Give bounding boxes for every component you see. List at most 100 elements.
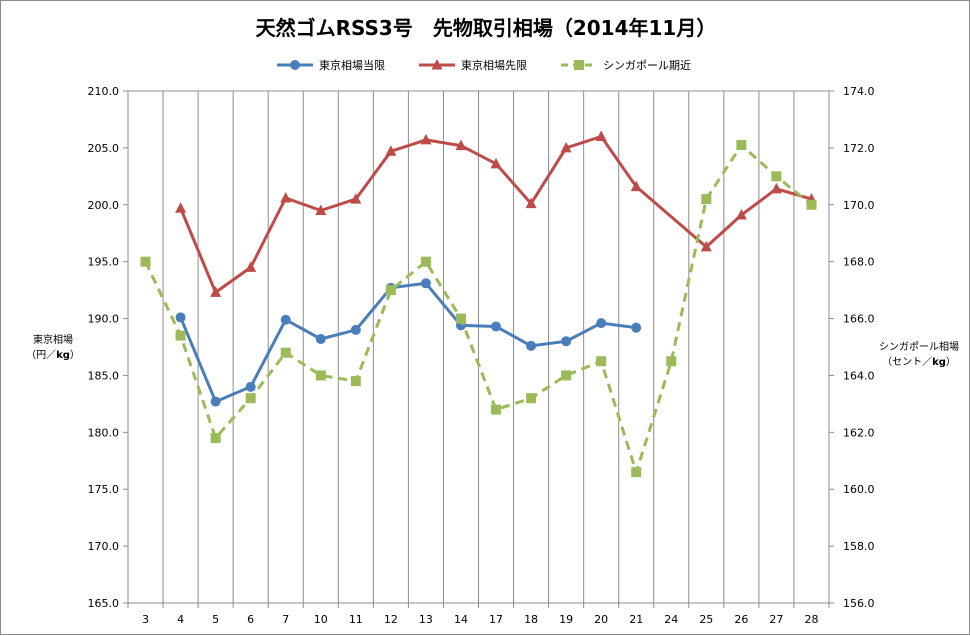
series-point-3 (420, 256, 431, 267)
series-line-2 (179, 135, 812, 294)
left-tick-label: 185.0 (88, 369, 120, 382)
left-axis-title-suffix: ） (70, 349, 80, 361)
left-axis-title-unit: kg (56, 350, 70, 361)
legend-swatch-marker (431, 59, 443, 70)
x-tick-label: 4 (177, 613, 184, 626)
series-point-1 (631, 322, 642, 333)
x-axis-ticks: 3 4 5 6 7 10 11 12 13 14 17 18 19 20 21 24 25 26 27 28 (127, 603, 830, 626)
right-axis-title-prefix: （セント／ (882, 356, 932, 368)
series-point-2 (525, 197, 537, 209)
series-point-3 (280, 347, 291, 358)
x-tick-label: 21 (629, 613, 643, 626)
x-tick-label: 25 (699, 613, 713, 626)
series-point-3 (701, 194, 712, 205)
series-point-1 (491, 321, 502, 332)
right-tick-label: 156.0 (843, 597, 875, 610)
x-tick-label: 11 (349, 613, 363, 626)
series-point-3 (596, 356, 607, 367)
left-tick-label: 190.0 (88, 313, 120, 326)
right-tick-label: 174.0 (843, 85, 875, 98)
series-point-2 (210, 286, 222, 297)
legend-item-3: シンガポール期近 (561, 59, 691, 72)
right-tick-label: 172.0 (843, 142, 875, 155)
series-point-3 (806, 199, 817, 210)
series-point-2 (175, 202, 187, 213)
grid-lines (162, 91, 795, 603)
x-tick-label: 12 (384, 613, 398, 626)
legend-item-2: 東京相場先限 (419, 58, 527, 72)
series-point-1 (420, 278, 431, 289)
series-point-3 (561, 370, 572, 381)
series-3 (140, 140, 817, 478)
x-tick-label: 28 (804, 613, 818, 626)
x-tick-label: 6 (247, 613, 254, 626)
legend-item-1: 東京相場当限 (277, 58, 385, 72)
left-axis-title-line2: （円／kg） (26, 349, 80, 361)
legend-label: 東京相場先限 (461, 58, 527, 72)
series-point-1 (350, 324, 361, 335)
legend-label: シンガポール期近 (603, 59, 691, 72)
right-axis-title-suffix: ） (946, 356, 956, 368)
x-tick-label: 14 (454, 613, 468, 626)
chart-title: 天然ゴムRSS3号 先物取引相場（2014年11月） (256, 16, 717, 40)
x-tick-label: 17 (489, 613, 503, 626)
series-point-2 (490, 157, 502, 169)
x-tick-label: 3 (142, 613, 149, 626)
legend-label: 東京相場当限 (319, 58, 385, 72)
x-tick-label: 13 (419, 613, 433, 626)
left-axis-title: 東京相場 （円／kg） (26, 333, 80, 361)
x-tick-label: 26 (734, 613, 748, 626)
right-tick-label: 158.0 (843, 540, 875, 553)
left-tick-label: 165.0 (88, 597, 120, 610)
x-tick-label: 19 (559, 613, 573, 626)
series-point-3 (771, 171, 782, 182)
series-point-1 (245, 381, 256, 392)
series-point-3 (631, 467, 642, 478)
x-tick-label: 20 (594, 613, 608, 626)
series-line-3 (144, 143, 813, 474)
series-point-2 (245, 261, 257, 272)
left-tick-label: 205.0 (88, 142, 120, 155)
left-tick-label: 170.0 (88, 540, 120, 553)
series-layer (140, 130, 817, 478)
right-tick-label: 164.0 (843, 369, 875, 382)
left-tick-label: 180.0 (88, 426, 120, 439)
right-tick-label: 168.0 (843, 256, 875, 269)
right-tick-label: 170.0 (843, 199, 875, 212)
series-point-3 (666, 356, 677, 367)
legend-swatch-marker (574, 60, 584, 70)
series-point-2 (280, 191, 292, 203)
left-axis-title-prefix: （円／ (26, 349, 56, 361)
series-point-2 (350, 193, 362, 204)
x-tick-label: 5 (212, 613, 219, 626)
right-axis-title-unit: kg (932, 357, 946, 368)
right-axis-title-line2: （セント／kg） (882, 356, 956, 368)
series-point-2 (560, 141, 572, 153)
series-point-2 (630, 180, 642, 192)
x-tick-label: 7 (282, 613, 289, 626)
right-tick-label: 166.0 (843, 313, 875, 326)
series-point-1 (526, 340, 537, 351)
series-point-2 (315, 204, 327, 215)
series-point-1 (280, 314, 291, 325)
series-point-1 (596, 318, 607, 329)
series-point-3 (491, 404, 502, 415)
series-point-2 (455, 139, 467, 151)
series-point-3 (175, 330, 186, 341)
left-tick-label: 175.0 (88, 483, 120, 496)
left-tick-label: 200.0 (88, 199, 120, 212)
series-point-2 (700, 240, 712, 252)
series-line-1 (179, 281, 637, 404)
legend: 東京相場当限 東京相場先限 シンガポール期近 (277, 58, 691, 72)
right-axis-ticks: 156.0 158.0 160.0 162.0 164.0 166.0 168.0 170.0… (829, 85, 875, 610)
series-point-3 (140, 256, 151, 267)
x-tick-label: 24 (664, 613, 678, 626)
x-tick-label: 27 (769, 613, 783, 626)
right-axis-title-line1: シンガポール相場 (879, 340, 959, 353)
left-tick-label: 195.0 (88, 256, 120, 269)
legend-swatch-marker (290, 60, 300, 70)
series-point-1 (561, 336, 572, 347)
right-tick-label: 160.0 (843, 483, 875, 496)
